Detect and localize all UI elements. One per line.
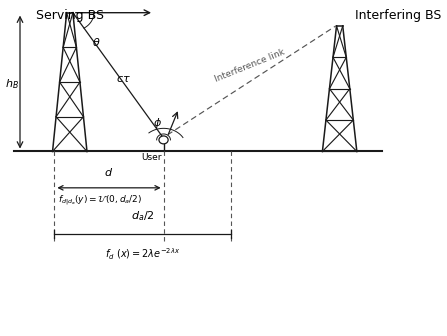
Text: Interfering BS: Interfering BS xyxy=(355,9,441,23)
Text: Interference link: Interference link xyxy=(213,47,286,84)
Text: $d$: $d$ xyxy=(105,166,114,178)
Text: $\phi$: $\phi$ xyxy=(153,116,162,130)
Text: $\theta$: $\theta$ xyxy=(92,36,101,48)
Text: $d_a/2$: $d_a/2$ xyxy=(131,209,154,222)
Text: $c\tau$: $c\tau$ xyxy=(116,74,131,84)
Text: $f_d\ (x) = 2\lambda e^{-2\lambda x}$: $f_d\ (x) = 2\lambda e^{-2\lambda x}$ xyxy=(105,246,180,262)
Text: $f_{d|d_a}(y) = \mathcal{U}(0, d_a/2)$: $f_{d|d_a}(y) = \mathcal{U}(0, d_a/2)$ xyxy=(58,194,142,208)
Circle shape xyxy=(159,136,168,144)
Text: $h_B$: $h_B$ xyxy=(5,77,19,91)
Text: Serving BS: Serving BS xyxy=(36,9,104,23)
Text: User: User xyxy=(141,153,162,162)
